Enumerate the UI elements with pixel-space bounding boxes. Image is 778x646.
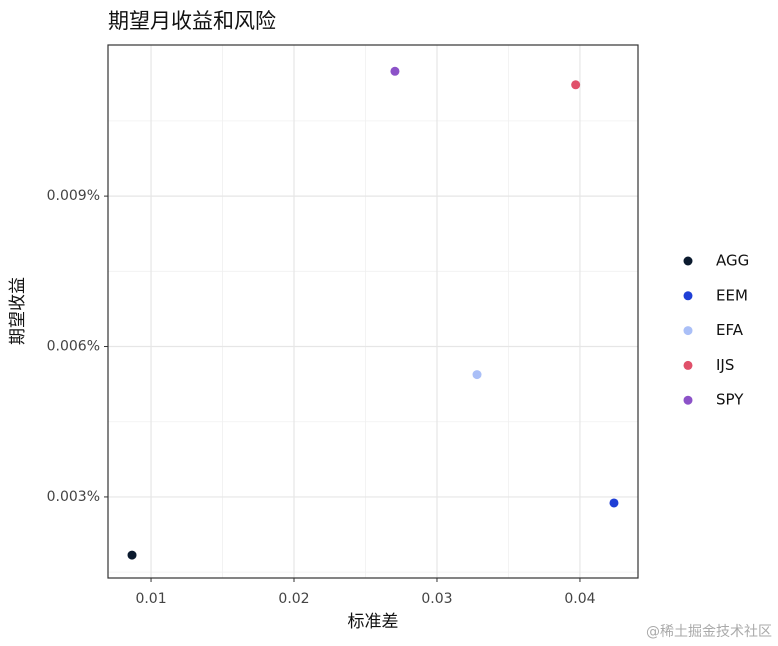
x-tick-label: 0.02 bbox=[278, 591, 309, 607]
legend-label: EFA bbox=[716, 321, 744, 339]
chart-title: 期望月收益和风险 bbox=[108, 9, 276, 33]
legend-swatch bbox=[683, 326, 693, 336]
legend-swatch bbox=[683, 256, 693, 266]
y-tick-label: 0.006% bbox=[47, 339, 100, 355]
point bbox=[609, 498, 619, 508]
legend-swatch bbox=[683, 291, 693, 301]
point bbox=[127, 550, 137, 560]
legend-label: EEM bbox=[716, 286, 748, 304]
legend-label: AGG bbox=[716, 252, 749, 270]
point bbox=[390, 66, 400, 76]
point bbox=[571, 80, 581, 90]
legend-swatch bbox=[683, 360, 693, 370]
point bbox=[472, 370, 482, 380]
legend-label: SPY bbox=[716, 391, 744, 409]
watermark: @稀土掘金技术社区 bbox=[646, 624, 772, 640]
y-axis-label: 期望收益 bbox=[8, 277, 28, 345]
y-tick-label: 0.003% bbox=[47, 489, 100, 505]
legend-label: IJS bbox=[716, 356, 734, 374]
x-tick-label: 0.01 bbox=[135, 591, 166, 607]
x-tick-label: 0.03 bbox=[421, 591, 452, 607]
y-tick-label: 0.009% bbox=[47, 188, 100, 204]
x-axis-label: 标准差 bbox=[348, 612, 399, 632]
plot-border bbox=[107, 44, 639, 579]
legend-swatch bbox=[683, 395, 693, 405]
x-tick-label: 0.04 bbox=[564, 591, 595, 607]
